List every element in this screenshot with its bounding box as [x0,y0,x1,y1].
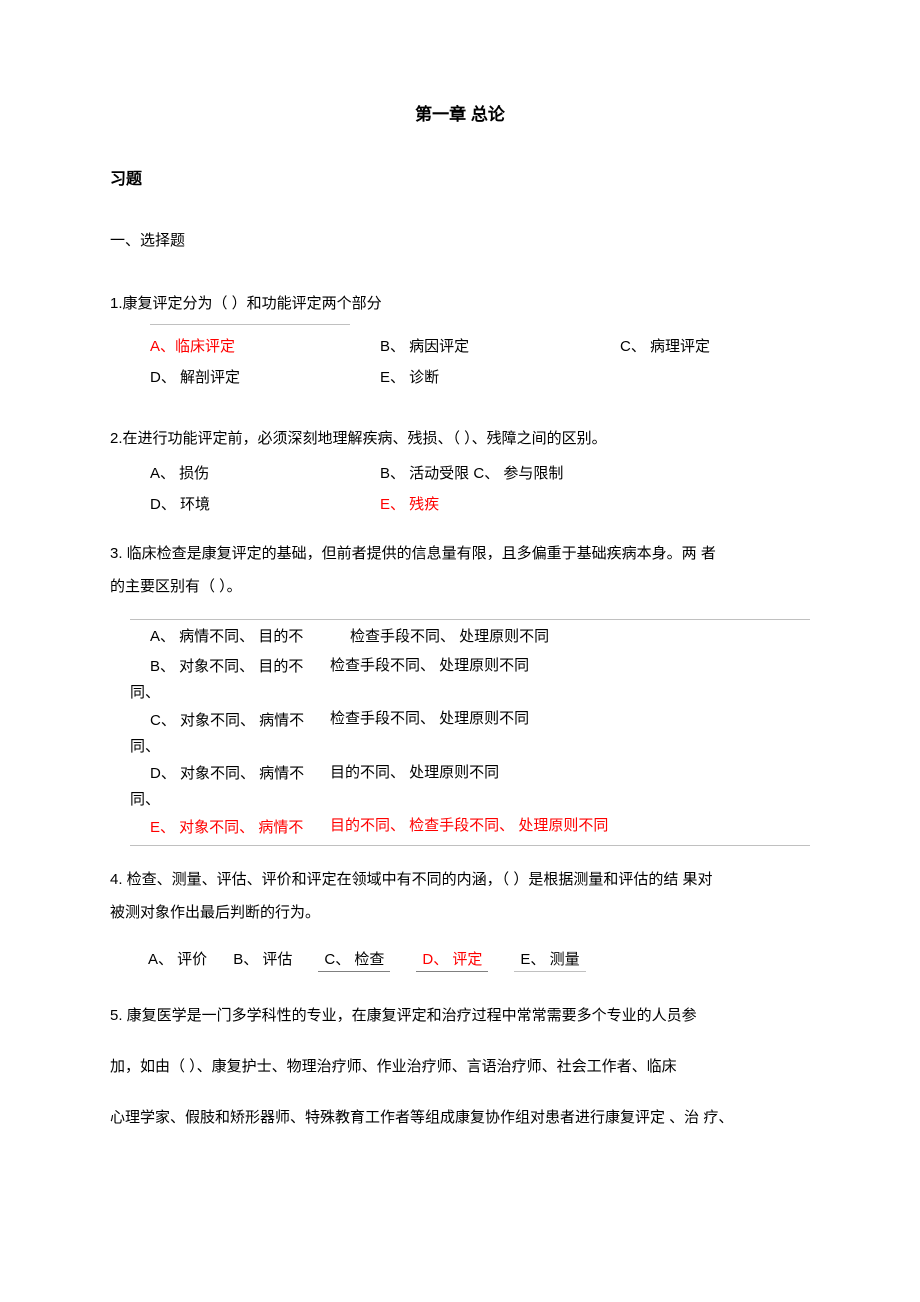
q5-p3: 心理学家、假肢和矫形器师、特殊教育工作者等组成康复协作组对患者进行康复评定 、治… [110,1104,810,1131]
q1-opt-c: C、 病理评定 [620,335,810,356]
q4-d: D、 评定 [416,948,488,972]
q4-a: A、 评价 [148,948,207,969]
q3-options: A、 病情不同、 目的不 检查手段不同、 处理原则不同 B、 对象不同、 目的不… [110,618,810,846]
q1-row1: A、临床评定 B、 病因评定 C、 病理评定 [110,335,810,356]
q3-d-wrap: 同、 [130,788,810,809]
q1-stem: 1.康复评定分为（ ）和功能评定两个部分 [110,290,810,317]
q4-c: C、 检查 [318,948,390,972]
q3-e: E、 对象不同、 病情不 目的不同、 检查手段不同、 处理原则不同 [130,815,810,838]
q1-row2: D、 解剖评定 E、 诊断 [110,366,810,387]
q3-stem2: 的主要区别有（ ）。 [110,573,810,600]
q1-rule [110,323,810,325]
q3-b-wrap: 同、 [130,681,810,702]
q3-c: C、 对象不同、 病情不 检查手段不同、 处理原则不同 [130,708,810,731]
subsection-heading: 一、选择题 [110,229,810,250]
q3-a: A、 病情不同、 目的不 检查手段不同、 处理原则不同 [130,626,810,649]
section-heading: 习题 [110,165,810,189]
q4-options: A、 评价 B、 评估 C、 检查 D、 评定 E、 测量 [110,948,810,972]
q1-opt-d: D、 解剖评定 [150,366,380,387]
q5-p1: 5. 康复医学是一门多学科性的专业，在康复评定和治疗过程中常常需要多个专业的人员… [110,1002,810,1029]
q2-opt-bc: B、 活动受限 C、 参与限制 [380,462,620,483]
q2-opt-e: E、 残疾 [380,493,620,514]
q3-c-wrap: 同、 [130,735,810,756]
q4-stem: 4. 检查、测量、评估、评价和评定在领域中有不同的内涵，（ ）是根据测量和评估的… [110,866,810,893]
q3-b: B、 对象不同、 目的不 检查手段不同、 处理原则不同 [130,655,810,678]
q4-b: B、 评估 [233,948,292,969]
page: 第一章 总论 习题 一、选择题 1.康复评定分为（ ）和功能评定两个部分 A、临… [0,0,920,1195]
q2-opt-d: D、 环境 [150,493,380,514]
q3-stem: 3. 临床检查是康复评定的基础，但前者提供的信息量有限，且多偏重于基础疾病本身。… [110,540,810,567]
q4-stem2: 被测对象作出最后判断的行为。 [110,899,810,926]
q2-row2: D、 环境 E、 残疾 [110,493,810,514]
q2-row1: A、 损伤 B、 活动受限 C、 参与限制 [110,462,810,483]
q3-d: D、 对象不同、 病情不 目的不同、 处理原则不同 [130,762,810,785]
q4-e: E、 测量 [514,948,585,972]
q2-stem: 2.在进行功能评定前，必须深刻地理解疾病、残损、（ ）、残障之间的区别。 [110,425,810,452]
q5-p2: 加，如由（ ）、康复护士、物理治疗师、作业治疗师、言语治疗师、社会工作者、临床 [110,1053,810,1080]
q2-opt-a: A、 损伤 [150,462,380,483]
q1-opt-e: E、 诊断 [380,366,620,387]
q1-opt-b: B、 病因评定 [380,335,620,356]
chapter-title: 第一章 总论 [110,100,810,125]
q1-opt-a: A、临床评定 [150,335,380,356]
